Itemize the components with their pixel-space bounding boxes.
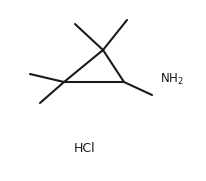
- Text: HCl: HCl: [74, 142, 96, 155]
- Text: NH$_2$: NH$_2$: [160, 71, 184, 87]
